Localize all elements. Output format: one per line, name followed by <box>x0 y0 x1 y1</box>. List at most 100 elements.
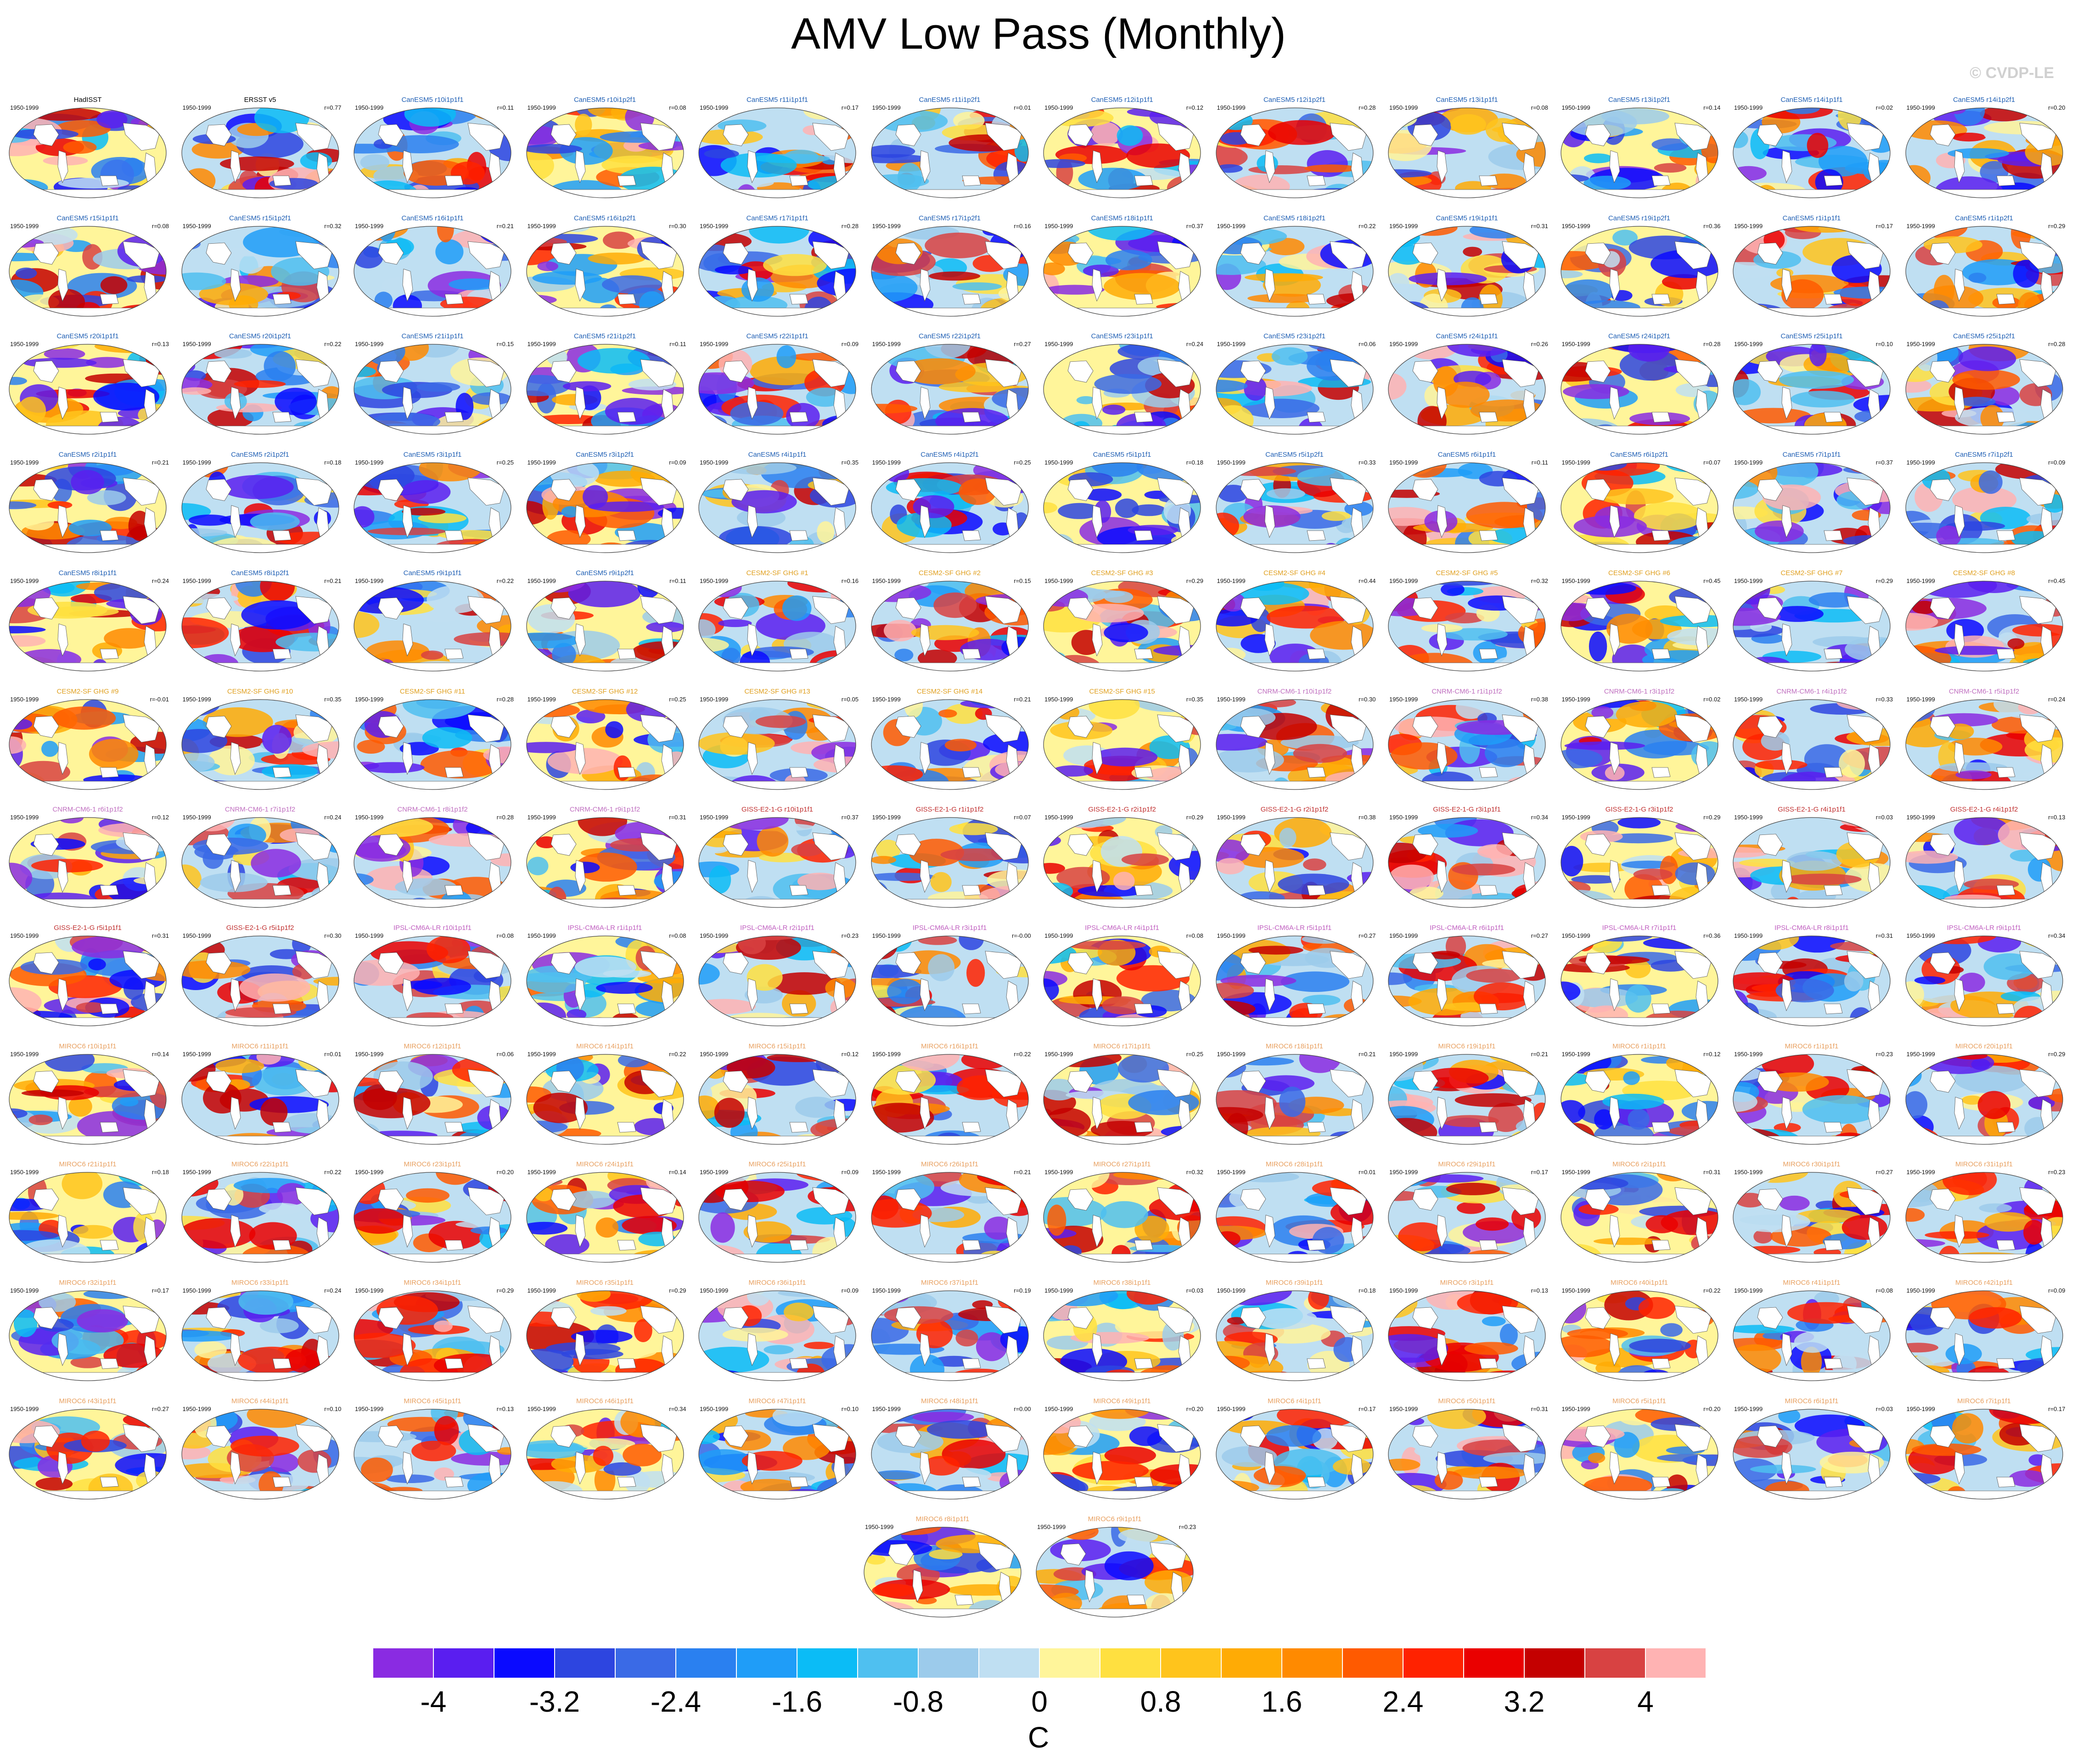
panel-correlation-label: r=0.37 <box>841 814 859 821</box>
map-panel: 1950-1999 CESM2-SF GHG #4 r=0.44 <box>1212 567 1378 675</box>
panel-title: MIROC6 r47i1p1f1 <box>748 1397 806 1405</box>
panel-period-label: 1950-1999 <box>872 814 901 821</box>
map-panel: 1950-1999 CNRM-CM6-1 r6i1p1f2 r=0.12 <box>5 804 171 911</box>
panel-title: MIROC6 r50i1p1f1 <box>1438 1397 1496 1405</box>
panel-period-label: 1950-1999 <box>1734 695 1763 703</box>
global-sst-map <box>181 581 339 672</box>
panel-correlation-label: r=-0.00 <box>1011 932 1031 939</box>
panel-correlation-label: r=0.25 <box>1186 1050 1203 1058</box>
map-panel: 1950-1999 MIROC6 r4i1p1f1 r=0.17 <box>1212 1395 1378 1503</box>
panel-period-label: 1950-1999 <box>1389 932 1418 939</box>
panel-title: MIROC6 r12i1p1f1 <box>404 1042 461 1050</box>
panel-correlation-label: r=0.09 <box>669 459 686 466</box>
panel-correlation-label: r=0.17 <box>841 104 859 111</box>
map-panel: 1950-1999 CanESM5 r23i1p2f1 r=0.06 <box>1212 330 1378 438</box>
panel-period-label: 1950-1999 <box>1217 222 1246 230</box>
global-sst-map <box>1388 935 1546 1026</box>
colorbar-box <box>433 1648 494 1678</box>
panel-correlation-label: r=0.28 <box>1358 104 1376 111</box>
global-sst-map <box>1733 1409 1891 1500</box>
global-sst-map <box>1215 226 1374 317</box>
panel-period-label: 1950-1999 <box>182 695 211 703</box>
panel-period-label: 1950-1999 <box>355 104 384 111</box>
panel-title: CanESM5 r12i1p2f1 <box>1263 96 1326 104</box>
panel-title: CanESM5 r18i1p2f1 <box>1263 214 1326 222</box>
panel-correlation-label: r=0.01 <box>1014 104 1031 111</box>
global-sst-map <box>1733 699 1891 790</box>
panel-correlation-label: r=0.08 <box>1531 104 1548 111</box>
global-sst-map <box>354 107 511 198</box>
panel-period-label: 1950-1999 <box>355 695 384 703</box>
map-panel: 1950-1999 CanESM5 r20i1p1f1 r=0.13 <box>5 330 171 438</box>
global-sst-map <box>1036 1527 1194 1618</box>
map-panel: 1950-1999 IPSL-CM6A-LR r8i1p1f1 r=0.31 <box>1729 922 1895 1030</box>
panel-period-label: 1950-1999 <box>1044 459 1073 466</box>
global-sst-map <box>1560 699 1718 790</box>
global-sst-map <box>698 462 856 553</box>
global-sst-map <box>181 344 339 435</box>
map-panel: 1950-1999 MIROC6 r18i1p1f1 r=0.21 <box>1212 1041 1378 1148</box>
panel-title: CanESM5 r13i1p1f1 <box>1436 96 1498 104</box>
map-panel: 1950-1999 IPSL-CM6A-LR r10i1p1f1 r=0.08 <box>349 922 516 1030</box>
panel-title: CanESM5 r10i1p2f1 <box>573 96 636 104</box>
global-sst-map <box>870 699 1029 790</box>
panel-correlation-label: r=0.32 <box>1186 1169 1203 1176</box>
map-panel: 1950-1999 CanESM5 r9i1p2f1 r=0.11 <box>522 567 688 675</box>
colorbar-tick-label: -2.4 <box>650 1685 702 1718</box>
panel-correlation-label: r=0.33 <box>1358 459 1376 466</box>
panel-correlation-label: r=0.08 <box>496 932 514 939</box>
map-panel: 1950-1999 GISS-E2-1-G r2i1p1f2 r=0.29 <box>1039 804 1205 911</box>
map-panel: 1950-1999 CanESM5 r23i1p1f1 r=0.24 <box>1039 330 1205 438</box>
panel-correlation-label: r=0.31 <box>1875 932 1893 939</box>
panel-period-label: 1950-1999 <box>872 577 901 584</box>
global-sst-map <box>698 699 856 790</box>
global-sst-map <box>1215 1409 1374 1500</box>
colorbar-box <box>555 1648 615 1678</box>
global-sst-map <box>698 1053 856 1145</box>
global-sst-map <box>870 462 1029 553</box>
panel-correlation-label: r=0.32 <box>1531 577 1548 584</box>
panel-title: CNRM-CM6-1 r9i1p1f2 <box>569 806 640 814</box>
panel-correlation-label: r=0.31 <box>669 814 686 821</box>
panel-period-label: 1950-1999 <box>1217 695 1246 703</box>
panel-period-label: 1950-1999 <box>700 341 729 348</box>
panel-correlation-label: r=0.28 <box>496 695 514 703</box>
panel-title: CNRM-CM6-1 r10i1p1f2 <box>1257 687 1332 695</box>
map-panel: 1950-1999 IPSL-CM6A-LR r2i1p1f1 r=0.23 <box>694 922 860 1030</box>
panel-period-label: 1950-1999 <box>527 932 556 939</box>
panel-period-label: 1950-1999 <box>1389 459 1418 466</box>
panel-title: MIROC6 r44i1p1f1 <box>231 1397 289 1405</box>
panel-title: MIROC6 r14i1p1f1 <box>576 1042 634 1050</box>
global-sst-map <box>1560 1409 1718 1500</box>
panel-title: CNRM-CM6-1 r4i1p1f2 <box>1776 687 1847 695</box>
map-panel: 1950-1999 CNRM-CM6-1 r7i1p1f2 r=0.24 <box>177 804 343 911</box>
global-sst-map <box>1388 344 1546 435</box>
panel-correlation-label: r=0.31 <box>1531 222 1548 230</box>
panel-title: CanESM5 r3i1p1f1 <box>403 451 462 459</box>
global-sst-map <box>526 699 684 790</box>
map-panel: 1950-1999 CanESM5 r6i1p2f1 r=0.07 <box>1556 449 1723 556</box>
panel-correlation-label: r=0.07 <box>1014 814 1031 821</box>
global-sst-map <box>1905 935 2063 1026</box>
colorbar-box <box>1464 1648 1524 1678</box>
panel-period-label: 1950-1999 <box>872 1405 901 1412</box>
global-sst-map <box>1905 462 2063 553</box>
panel-correlation-label: r=0.29 <box>1875 577 1893 584</box>
map-panel: 1950-1999 CNRM-CM6-1 r8i1p1f2 r=0.28 <box>349 804 516 911</box>
global-sst-map <box>1905 1409 2063 1500</box>
map-panel: 1950-1999 GISS-E2-1-G r3i1p1f1 r=0.34 <box>1384 804 1550 911</box>
panel-period-label: 1950-1999 <box>182 932 211 939</box>
map-panel: 1950-1999 MIROC6 r49i1p1f1 r=0.20 <box>1039 1395 1205 1503</box>
global-sst-map <box>870 1409 1029 1500</box>
panel-title: IPSL-CM6A-LR r7i1p1f1 <box>1602 924 1677 932</box>
map-panel: 1950-1999 CanESM5 r18i1p2f1 r=0.22 <box>1212 213 1378 320</box>
panel-period-label: 1950-1999 <box>1217 1169 1246 1176</box>
map-panel: 1950-1999 CanESM5 r10i1p1f1 r=0.11 <box>349 94 516 202</box>
map-panel: 1950-1999 IPSL-CM6A-LR r4i1p1f1 r=0.08 <box>1039 922 1205 1030</box>
colorbar-tick-label: -1.6 <box>771 1685 823 1718</box>
panel-period-label: 1950-1999 <box>182 1050 211 1058</box>
map-panel: 1950-1999 GISS-E2-1-G r4i1p1f1 r=0.03 <box>1729 804 1895 911</box>
panel-period-label: 1950-1999 <box>1217 104 1246 111</box>
map-panel: 1950-1999 MIROC6 r41i1p1f1 r=0.08 <box>1729 1277 1895 1384</box>
global-sst-map <box>526 817 684 908</box>
